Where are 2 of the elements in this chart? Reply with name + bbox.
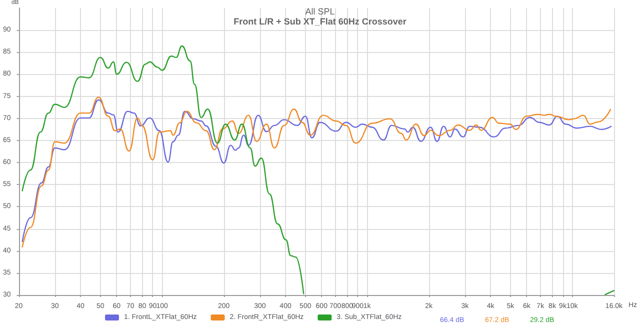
text: Front L/R + Sub XT_Flat 60Hz Crossover [234,16,407,26]
chart-title: All SPL [305,6,335,16]
